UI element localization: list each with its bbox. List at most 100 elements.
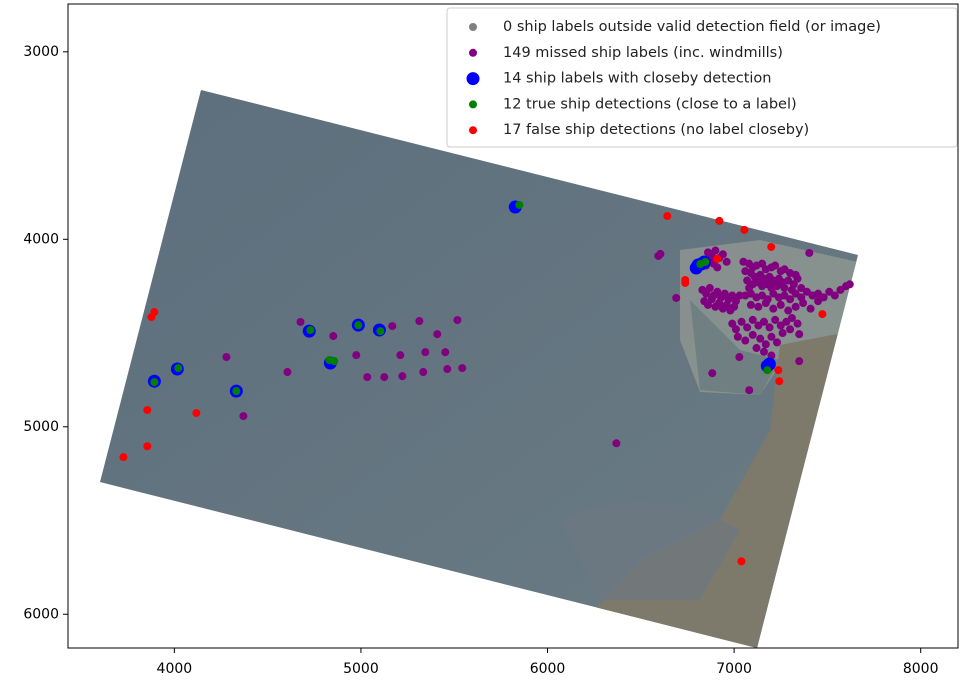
scatter-point xyxy=(354,321,362,329)
scatter-point xyxy=(794,320,802,328)
scatter-point xyxy=(330,357,338,365)
scatter-point xyxy=(786,325,794,333)
scatter-point xyxy=(174,364,182,372)
x-tick-label: 5000 xyxy=(343,661,379,677)
scatter-point xyxy=(814,297,822,305)
legend-label: 14 ship labels with closeby detection xyxy=(503,71,771,87)
x-tick-label: 4000 xyxy=(157,661,193,677)
scatter-point xyxy=(715,217,723,225)
scatter-point xyxy=(706,284,714,292)
scatter-point xyxy=(656,250,664,258)
scatter-point xyxy=(708,369,716,377)
scatter-point xyxy=(352,351,360,359)
scatter-point xyxy=(805,249,813,257)
scatter-point xyxy=(283,368,291,376)
scatter-point xyxy=(443,365,451,373)
scatter-point xyxy=(749,331,757,339)
scatter-point xyxy=(795,357,803,365)
scatter-point xyxy=(795,330,803,338)
scatter-point xyxy=(119,453,127,461)
scatter-point xyxy=(239,412,247,420)
scatter-point xyxy=(779,329,787,337)
scatter-point xyxy=(150,378,158,386)
scatter-point xyxy=(708,295,716,303)
scatter-point xyxy=(713,255,721,263)
scatter-point xyxy=(777,301,785,309)
scatter-point xyxy=(433,330,441,338)
scatter-point xyxy=(421,348,429,356)
scatter-point xyxy=(147,313,155,321)
y-tick-label: 5000 xyxy=(23,419,59,435)
legend: 0 ship labels outside valid detection fi… xyxy=(447,8,957,147)
scatter-point xyxy=(306,326,314,334)
legend-marker xyxy=(469,49,477,57)
x-tick-label: 8000 xyxy=(903,661,939,677)
scatter-point xyxy=(792,303,800,311)
scatter-point xyxy=(807,305,815,313)
scatter-point xyxy=(818,310,826,318)
y-tick-label: 6000 xyxy=(23,606,59,622)
legend-label: 149 missed ship labels (inc. windmills) xyxy=(503,45,783,61)
chart: 4000 5000 6000 7000 8000 3000 4000 5000 6000 0 s… xyxy=(0,0,960,683)
scatter-point xyxy=(773,338,781,346)
legend-label: 0 ship labels outside valid detection fi… xyxy=(503,19,881,35)
scatter-point xyxy=(774,366,782,374)
scatter-point xyxy=(766,323,774,331)
scatter-point xyxy=(743,323,751,331)
scatter-point xyxy=(515,201,523,209)
scatter-point xyxy=(735,353,743,361)
scatter-point xyxy=(752,344,760,352)
scatter-point xyxy=(762,299,770,307)
scatter-point xyxy=(143,406,151,414)
scatter-point xyxy=(713,263,721,271)
scatter-point xyxy=(296,318,304,326)
scatter-point xyxy=(415,317,423,325)
scatter-point xyxy=(612,439,620,447)
scatter-point xyxy=(737,557,745,565)
scatter-point xyxy=(663,212,671,220)
scatter-point xyxy=(784,307,792,315)
legend-marker xyxy=(467,72,480,85)
scatter-point xyxy=(441,348,449,356)
scatter-point xyxy=(745,386,753,394)
y-tick-label: 3000 xyxy=(23,44,59,60)
y-tick-label: 4000 xyxy=(23,231,59,247)
scatter-point xyxy=(741,337,749,345)
scatter-point xyxy=(453,316,461,324)
scatter-point xyxy=(458,364,466,372)
x-tick-label: 7000 xyxy=(716,661,752,677)
scatter-point xyxy=(732,325,740,333)
scatter-point xyxy=(775,377,783,385)
scatter-point xyxy=(730,303,738,311)
scatter-point xyxy=(747,301,755,309)
legend-marker xyxy=(469,100,477,108)
scatter-point xyxy=(222,353,230,361)
scatter-point xyxy=(754,303,762,311)
scatter-point xyxy=(711,247,719,255)
scatter-point xyxy=(773,282,781,290)
scatter-point xyxy=(681,279,689,287)
scatter-point xyxy=(767,243,775,251)
scatter-point xyxy=(396,351,404,359)
scatter-point xyxy=(762,340,770,348)
legend-label: 12 true ship detections (close to a labe… xyxy=(503,96,797,112)
scatter-point xyxy=(329,332,337,340)
x-tick-label: 6000 xyxy=(530,661,566,677)
scatter-point xyxy=(419,368,427,376)
legend-marker xyxy=(469,23,477,31)
scatter-point xyxy=(672,294,680,302)
scatter-point xyxy=(769,305,777,313)
scatter-point xyxy=(388,322,396,330)
scatter-point xyxy=(376,327,384,335)
scatter-point xyxy=(792,271,800,279)
scatter-point xyxy=(734,333,742,341)
satellite-image xyxy=(100,90,858,648)
legend-label: 17 false ship detections (no label close… xyxy=(503,122,809,138)
scatter-point xyxy=(380,373,388,381)
scatter-point xyxy=(363,373,371,381)
scatter-point xyxy=(799,299,807,307)
scatter-point xyxy=(740,226,748,234)
scatter-point xyxy=(760,348,768,356)
scatter-point xyxy=(846,280,854,288)
legend-marker xyxy=(469,126,477,134)
